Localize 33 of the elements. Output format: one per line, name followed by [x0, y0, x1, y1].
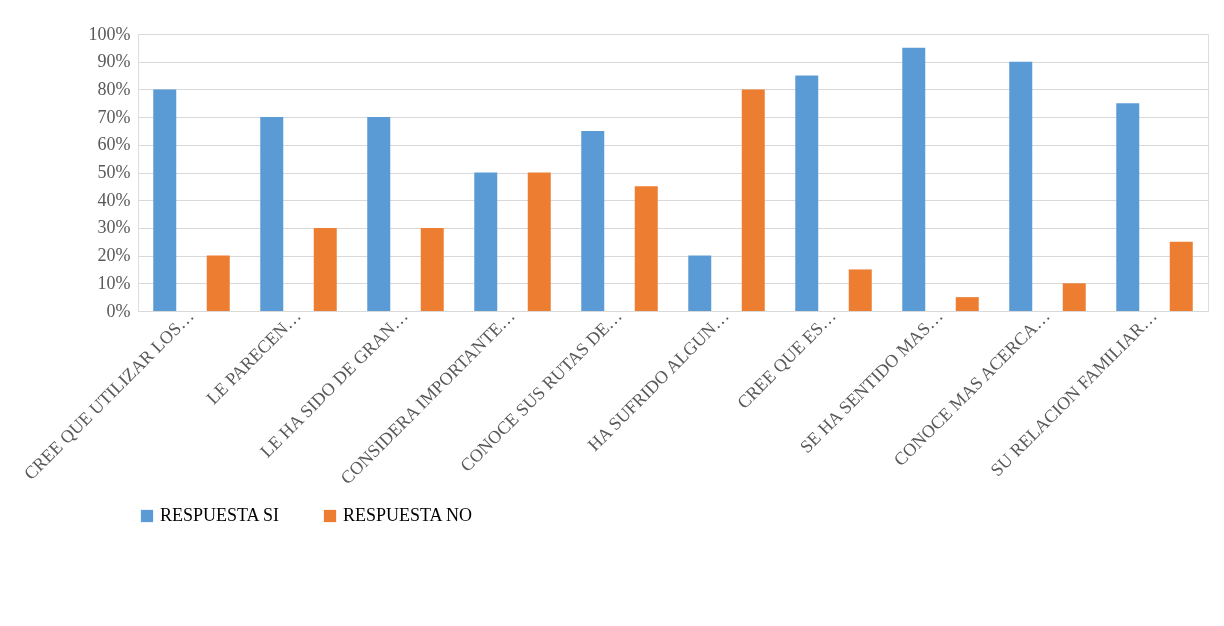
bar — [581, 130, 605, 311]
legend-label: RESPUESTA SI — [160, 505, 280, 525]
bar — [634, 186, 658, 311]
bar — [1116, 103, 1140, 311]
bar — [955, 297, 979, 311]
y-tick-label: 100% — [88, 23, 131, 44]
bar — [848, 269, 872, 311]
bar — [1009, 61, 1033, 311]
bar — [260, 117, 284, 311]
y-tick-label: 0% — [106, 300, 131, 321]
bar — [313, 227, 337, 311]
bar — [741, 89, 765, 311]
bar — [688, 255, 712, 311]
bar — [1169, 241, 1193, 311]
bar — [367, 117, 391, 311]
bar — [474, 172, 498, 311]
bar — [206, 255, 230, 311]
bar — [153, 89, 177, 311]
y-tick-label: 60% — [97, 134, 131, 155]
bar — [795, 75, 819, 311]
bar — [902, 47, 926, 311]
y-tick-label: 20% — [97, 245, 131, 266]
y-tick-label: 80% — [97, 78, 131, 99]
y-tick-label: 10% — [97, 272, 131, 293]
y-tick-label: 30% — [97, 217, 131, 238]
y-tick-label: 40% — [97, 189, 131, 210]
bar — [1062, 283, 1086, 311]
bar — [527, 172, 551, 311]
y-tick-label: 90% — [97, 51, 131, 72]
bar — [420, 227, 444, 311]
y-tick-label: 50% — [97, 162, 131, 182]
legend-label: RESPUESTA NO — [343, 505, 473, 525]
y-tick-label: 70% — [97, 106, 131, 127]
